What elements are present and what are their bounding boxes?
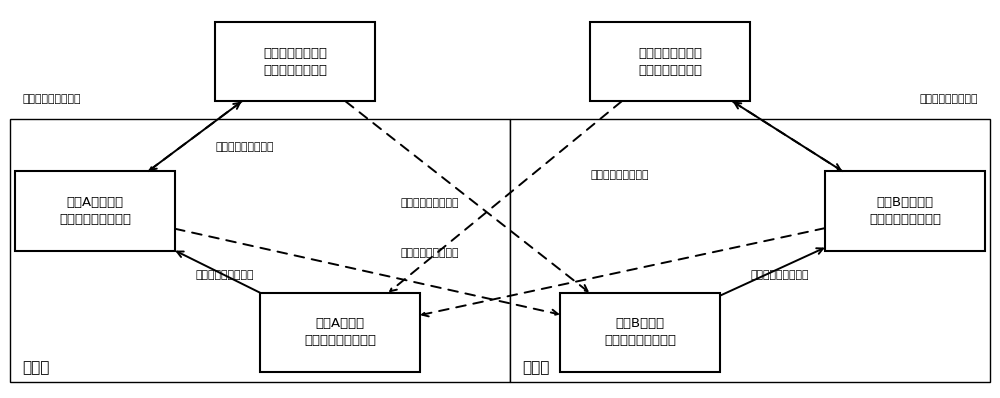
Text: 网点授权集中系统
（合肥数据中心）: 网点授权集中系统 （合肥数据中心） — [638, 47, 702, 77]
Text: 工作链路（长链接）: 工作链路（长链接） — [750, 269, 808, 280]
Text: 备份链路（长链接）: 备份链路（长链接） — [401, 248, 459, 258]
Text: 省内A组网点
（网点授权申请端）: 省内A组网点 （网点授权申请端） — [304, 317, 376, 347]
Text: 省内B授权中心
（授权中心授权端）: 省内B授权中心 （授权中心授权端） — [869, 196, 941, 226]
Text: 工作链路（长链接）: 工作链路（长链接） — [195, 269, 254, 280]
Bar — [510, 119, 990, 382]
Text: 备份链路（长链接）: 备份链路（长链接） — [401, 198, 459, 208]
Bar — [215, 22, 375, 101]
Bar — [15, 171, 175, 251]
Bar — [260, 293, 420, 372]
Text: 网点授权集中系统
（亦庄数据中心）: 网点授权集中系统 （亦庄数据中心） — [263, 47, 327, 77]
Text: 北方省: 北方省 — [22, 360, 49, 375]
Text: 省内A授权中心
（授权中心授权端）: 省内A授权中心 （授权中心授权端） — [59, 196, 131, 226]
Text: 省内B组网点
（网点授权申请端）: 省内B组网点 （网点授权申请端） — [604, 317, 676, 347]
Bar — [10, 119, 510, 382]
Text: 备份链路（长链接）: 备份链路（长链接） — [215, 142, 274, 152]
Text: 工作链路（长链接）: 工作链路（长链接） — [22, 94, 80, 105]
Text: 工作链路（长链接）: 工作链路（长链接） — [920, 94, 978, 105]
Text: 南方省: 南方省 — [522, 360, 549, 375]
Bar — [560, 293, 720, 372]
Bar — [825, 171, 985, 251]
Text: 备份链路（长链接）: 备份链路（长链接） — [590, 170, 648, 180]
Bar — [590, 22, 750, 101]
